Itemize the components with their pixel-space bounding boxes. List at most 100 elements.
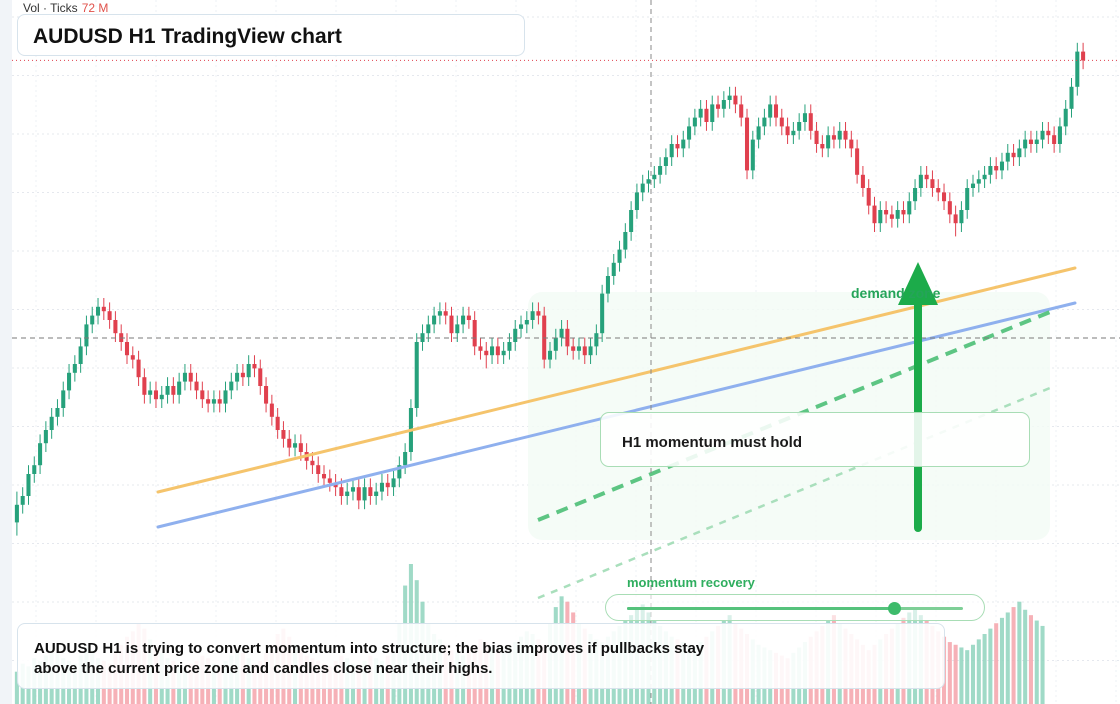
candle-down xyxy=(264,377,269,413)
candle-up xyxy=(837,122,842,149)
candle-down xyxy=(321,465,327,488)
candle-up xyxy=(165,377,170,404)
chart-title: AUDUSD H1 TradingView chart xyxy=(33,25,342,48)
candle-down xyxy=(785,117,790,144)
candle-down xyxy=(217,390,222,413)
candle-down xyxy=(773,95,779,127)
candle-up xyxy=(600,284,605,342)
volume-indicator: Vol · Ticks 72 M xyxy=(23,1,108,15)
candle-down xyxy=(130,346,135,369)
candle-up xyxy=(895,201,900,228)
candle-up xyxy=(391,469,396,496)
candle-down xyxy=(124,333,130,364)
volume-bar xyxy=(988,628,993,704)
candle-up xyxy=(727,86,732,109)
candle-up xyxy=(350,478,356,501)
candle-up xyxy=(576,337,582,360)
candle-up xyxy=(345,482,350,505)
candle-up xyxy=(55,399,60,426)
slider-knob[interactable] xyxy=(888,602,902,615)
candle-down xyxy=(368,478,373,505)
candle-up xyxy=(403,443,408,474)
candle-down xyxy=(443,302,448,325)
candle-up xyxy=(634,183,639,219)
candle-up xyxy=(72,355,77,382)
candle-up xyxy=(211,390,216,413)
candle-up xyxy=(26,465,31,505)
candle-down xyxy=(1046,122,1051,144)
candle-up xyxy=(976,170,981,193)
candle-up xyxy=(246,355,251,386)
candle-down xyxy=(495,337,500,364)
candle-up xyxy=(988,157,993,184)
candle-down xyxy=(287,430,292,457)
candle-up xyxy=(1034,130,1039,153)
candle-up xyxy=(293,434,298,457)
candle-down xyxy=(855,139,860,184)
candle-down xyxy=(484,342,489,369)
volume-label: Vol · Ticks xyxy=(23,1,78,15)
volume-bar xyxy=(1040,625,1045,704)
volume-bar xyxy=(999,617,1005,704)
candle-down xyxy=(924,166,929,188)
volume-bar xyxy=(14,671,19,704)
candle-down xyxy=(953,205,958,237)
candle-up xyxy=(918,166,923,197)
candle-up xyxy=(605,267,610,303)
volume-value: 72 M xyxy=(81,1,109,15)
left-panel xyxy=(0,0,12,704)
candle-down xyxy=(565,320,570,356)
candle-up xyxy=(420,324,425,351)
candle-up xyxy=(67,364,72,400)
candle-up xyxy=(687,117,692,149)
candle-down xyxy=(744,108,750,180)
candle-down xyxy=(1028,130,1033,153)
candle-down xyxy=(188,364,193,391)
candle-down xyxy=(206,390,211,413)
slider-label: momentum recovery xyxy=(627,575,755,590)
candle-up xyxy=(959,201,964,232)
candle-up xyxy=(1069,78,1074,118)
candle-up xyxy=(90,306,95,334)
demand-zone-label: demand zone xyxy=(851,285,941,301)
candle-up xyxy=(148,381,153,404)
candle-up xyxy=(530,302,535,329)
candle-up xyxy=(362,478,367,510)
candle-down xyxy=(327,469,332,492)
candle-up xyxy=(235,364,240,391)
candle-up xyxy=(965,179,970,219)
candle-down xyxy=(808,104,813,140)
candle-up xyxy=(1040,122,1045,149)
candle-up xyxy=(32,456,37,483)
volume-bar xyxy=(982,634,987,704)
momentum-slider[interactable] xyxy=(605,594,985,621)
candle-up xyxy=(229,372,234,400)
candle-up xyxy=(1075,42,1080,96)
candle-up xyxy=(617,240,622,272)
candle-down xyxy=(716,95,721,118)
volume-bar xyxy=(1005,612,1010,704)
candle-down xyxy=(779,108,784,136)
candle-up xyxy=(397,456,402,488)
candles xyxy=(14,42,1086,536)
candle-up xyxy=(907,192,912,224)
candle-up xyxy=(1063,100,1068,136)
candle-down xyxy=(269,394,274,426)
candle-up xyxy=(797,113,802,140)
candle-down xyxy=(200,381,205,408)
candle-up xyxy=(802,104,807,131)
candle-up xyxy=(95,298,101,325)
candle-down xyxy=(275,408,280,439)
candle-down xyxy=(107,302,112,329)
candle-up xyxy=(663,148,668,175)
candle-down xyxy=(831,126,836,149)
candle-down xyxy=(281,421,286,448)
candle-down xyxy=(901,201,906,224)
candle-up xyxy=(547,342,553,369)
candle-down xyxy=(316,456,321,483)
candle-down xyxy=(385,474,390,496)
orange-trendline xyxy=(156,266,1077,494)
description-card: AUDUSD H1 is trying to convert momentum … xyxy=(17,623,945,689)
volume-bar xyxy=(976,639,981,704)
candle-down xyxy=(820,135,825,158)
